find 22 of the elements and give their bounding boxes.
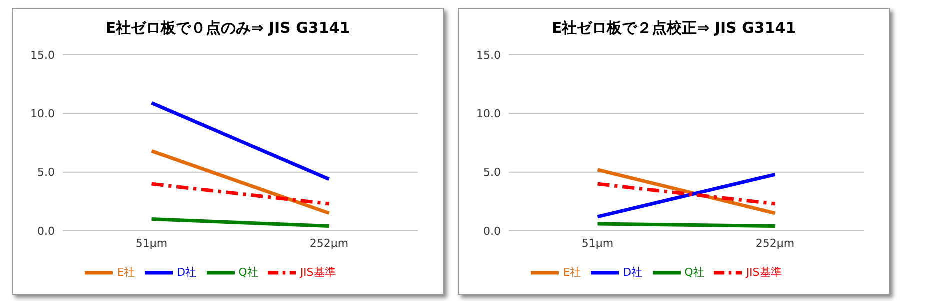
legend-label: D社: [623, 266, 643, 280]
x-tick-label: 51μm: [582, 236, 614, 250]
legend-label: E社: [117, 266, 136, 280]
chart-title: E社ゼロ板で２点校正⇒ JIS G3141: [550, 19, 798, 39]
y-tick-label: 10.0: [476, 108, 501, 121]
y-tick-label: 5.0: [484, 166, 501, 180]
y-tick-label: 0.0: [38, 224, 55, 238]
legend-label: JIS基準: [746, 266, 782, 280]
legend-label: Q社: [684, 266, 704, 280]
legend-label: D社: [177, 266, 197, 280]
chart-title: E社ゼロ板で０点のみ⇒ JIS G3141: [104, 19, 352, 39]
y-tick-label: 15.0: [30, 48, 55, 62]
legend-label: JIS基準: [300, 266, 336, 280]
x-tick-label: 252μm: [756, 236, 795, 250]
y-tick-label: 10.0: [30, 108, 55, 121]
x-tick-label: 51μm: [136, 236, 168, 250]
y-tick-label: 0.0: [484, 224, 501, 238]
legend-label: E社: [563, 266, 582, 280]
y-tick-label: 15.0: [476, 48, 501, 62]
legend-label: Q社: [238, 266, 258, 280]
x-tick-label: 252μm: [310, 236, 349, 250]
y-tick-label: 5.0: [38, 166, 55, 180]
